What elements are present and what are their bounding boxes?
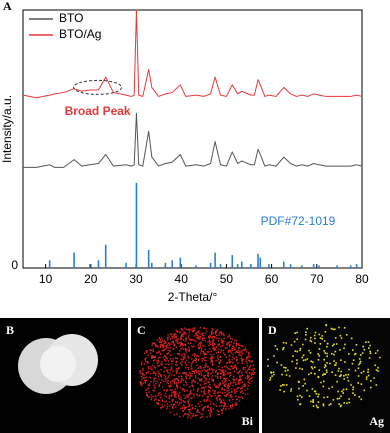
annotation-ellipse — [73, 79, 123, 95]
panel-label: A — [3, 0, 12, 13]
plot-frame — [22, 9, 363, 269]
legend-label: BTO/Ag — [59, 27, 101, 41]
x-tick-label: 80 — [355, 272, 369, 286]
image-label: B — [6, 323, 14, 337]
x-axis-label: 2-Theta/° — [168, 290, 218, 304]
y-tick-label: 0 — [11, 258, 18, 272]
series-line — [22, 9, 363, 99]
particle — [40, 346, 76, 382]
x-tick-label: 30 — [129, 272, 143, 286]
legend-label: BTO — [59, 11, 83, 25]
image-label: C — [137, 323, 146, 337]
image-panels: B C D Bi Ag — [0, 318, 390, 433]
x-tick-label: 50 — [220, 272, 234, 286]
eds-dots — [139, 326, 256, 419]
x-tick-label: 70 — [310, 272, 324, 286]
y-axis-label: Intensity/a.u. — [0, 95, 14, 163]
x-tick-label: 40 — [175, 272, 189, 286]
annotation: PDF#72-1019 — [261, 214, 336, 228]
eds-dots — [267, 324, 381, 409]
annotation: Broad Peak — [65, 104, 131, 118]
series-line — [23, 112, 363, 168]
image-label: D — [268, 323, 277, 337]
x-tick-label: 10 — [39, 272, 53, 286]
element-label: Bi — [242, 414, 254, 428]
element-label: Ag — [369, 414, 384, 428]
x-tick-label: 20 — [84, 272, 98, 286]
x-tick-label: 60 — [265, 272, 279, 286]
